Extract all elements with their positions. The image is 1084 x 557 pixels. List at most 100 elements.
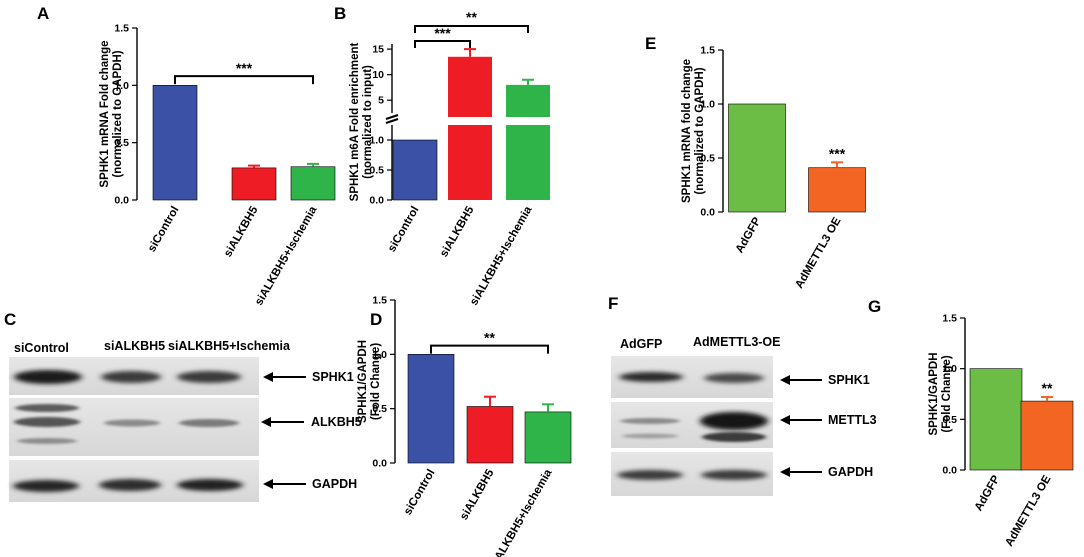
y-tick-label: 15 — [372, 44, 384, 56]
y-tick-label: 0.0 — [942, 465, 957, 477]
x-category-label: siALKBH5+Ischemia — [468, 204, 535, 308]
significance-bracket — [174, 75, 314, 85]
x-category-label: AdMETTL3 OE — [793, 215, 843, 290]
y-tick-label: 1.5 — [700, 45, 715, 57]
blot-c-band — [179, 419, 239, 427]
blot-f-row-label-gapdh: GAPDH — [828, 465, 873, 479]
y-tick-label: 5 — [378, 95, 384, 107]
y-tick-label: 1.0 — [942, 363, 957, 375]
bar — [1020, 400, 1074, 471]
bar — [448, 56, 492, 117]
arrow-icon — [780, 467, 822, 477]
y-axis-label: SPHK1/GAPDH(Fold Change) — [357, 340, 382, 423]
blot-c-band — [14, 417, 80, 427]
x-category-label: siControl — [146, 205, 182, 255]
y-tick-label: 1.5 — [942, 313, 957, 325]
western-blot-c: siControl siALKBH5 siALKBH5+Ischemia SPH… — [9, 339, 362, 502]
x-category-label: siALKBH5 — [458, 467, 497, 522]
blot-c-row-label-gapdh: GAPDH — [312, 477, 357, 491]
bar — [231, 167, 277, 201]
blot-f-lane-label-1: AdGFP — [620, 337, 662, 351]
y-tick-label: 10 — [372, 69, 384, 81]
blot-c-band — [177, 479, 243, 491]
bar — [969, 368, 1023, 471]
blot-c-row-label-sphk1: SPHK1 — [312, 370, 354, 384]
y-tick-label: 0.0 — [369, 195, 384, 207]
significance-bracket — [414, 40, 471, 48]
significance-label: *** — [829, 145, 846, 161]
western-blot-f: AdGFP AdMETTL3-OE SPHK1 METTL3 GAPDH — [611, 335, 877, 496]
y-axis-label-line: (Fold Change) — [941, 355, 953, 432]
blot-f-band — [704, 373, 764, 383]
y-axis-label-line: SPHK1 m6A Fold enrichment — [349, 42, 361, 201]
y-tick-label: 1.0 — [372, 349, 387, 361]
y-tick-label: 1.0 — [369, 135, 384, 147]
bar — [808, 167, 866, 213]
blot-c-band — [99, 479, 161, 491]
y-axis-label-line: SPHK1 mRNA fold change — [681, 59, 693, 203]
significance-label: ** — [484, 330, 495, 346]
y-axis-label: SPHK1 mRNA fold change(normalized to GAP… — [681, 59, 706, 203]
panel-label-c: C — [4, 310, 16, 329]
bar — [466, 406, 514, 464]
x-category-label: AdGFP — [734, 215, 764, 255]
arrow-icon — [780, 415, 822, 425]
y-axis-label: SPHK1 mRNA Fold change(normalized to GAP… — [99, 40, 124, 187]
y-axis-label-line: (normalized to GAPDH) — [112, 50, 124, 177]
arrow-icon — [263, 372, 306, 382]
bar — [407, 354, 455, 464]
x-category-label: siControl — [402, 468, 438, 518]
y-axis-label-line: SPHK1/GAPDH — [357, 340, 369, 423]
blot-c-band — [13, 480, 79, 492]
significance-label: *** — [434, 25, 451, 41]
y-axis-label-line: (Fold Change) — [370, 343, 382, 420]
x-category-label: siALKBH5 — [222, 204, 261, 259]
y-axis-label-line: SPHK1 mRNA Fold change — [99, 40, 111, 187]
y-tick-label: 1.5 — [372, 295, 387, 307]
blot-f-band — [702, 432, 766, 442]
blot-c-band — [15, 404, 79, 412]
x-category-label: siALKBH5 — [438, 204, 477, 259]
x-category-label: AdMETTL3 OE — [1003, 473, 1053, 548]
panel-label-d: D — [370, 310, 382, 329]
blot-c-band — [104, 419, 160, 427]
blot-c-row-label-alkbh5: ALKBH5 — [311, 415, 362, 429]
blot-c-band — [17, 438, 77, 444]
y-tick-label: 0.5 — [942, 414, 957, 426]
y-axis-label: SPHK1/GAPDH(Fold Change) — [928, 352, 953, 435]
arrow-icon — [780, 375, 822, 385]
y-tick-label: 0.5 — [700, 153, 715, 165]
y-tick-label: 0.0 — [114, 195, 129, 207]
panel-label-a: A — [37, 4, 49, 23]
chart-e-bar-chart: 0.0 0.5 1.0 1.5 SPHK1 mRNA fold change(norma… — [681, 45, 866, 291]
panel-label-b: B — [334, 4, 346, 23]
blot-f-band — [622, 433, 678, 439]
blot-c-band — [14, 370, 82, 384]
y-tick-label: 1.0 — [114, 80, 129, 92]
blot-c-lane-label-1: siControl — [14, 341, 69, 355]
y-tick-label: 0.5 — [369, 165, 384, 177]
bar — [506, 84, 550, 117]
panel-label-f: F — [608, 294, 618, 313]
x-category-label: AdGFP — [973, 473, 1003, 513]
bar — [728, 103, 786, 213]
panel-label-e: E — [645, 34, 656, 53]
blot-f-band — [619, 372, 683, 382]
x-category-label: siControl — [386, 205, 422, 255]
bar — [152, 85, 198, 201]
y-tick-label: 0.5 — [114, 137, 129, 149]
blot-f-lane-label-2: AdMETTL3-OE — [693, 335, 781, 349]
blot-c-band — [101, 371, 161, 383]
y-axis-label-line: SPHK1/GAPDH — [928, 352, 940, 435]
blot-f-band — [617, 470, 683, 480]
axis-break-mark — [385, 114, 399, 124]
significance-bracket — [430, 344, 549, 354]
panel-label-g: G — [868, 297, 881, 316]
y-axis-label-line: (normalized to GAPDH) — [694, 67, 706, 194]
x-category-label: siALKBH5+Ischemia — [253, 204, 320, 308]
blot-f-row-label-mettl3: METTL3 — [828, 413, 877, 427]
arrow-icon — [261, 417, 304, 427]
bar — [392, 139, 438, 201]
